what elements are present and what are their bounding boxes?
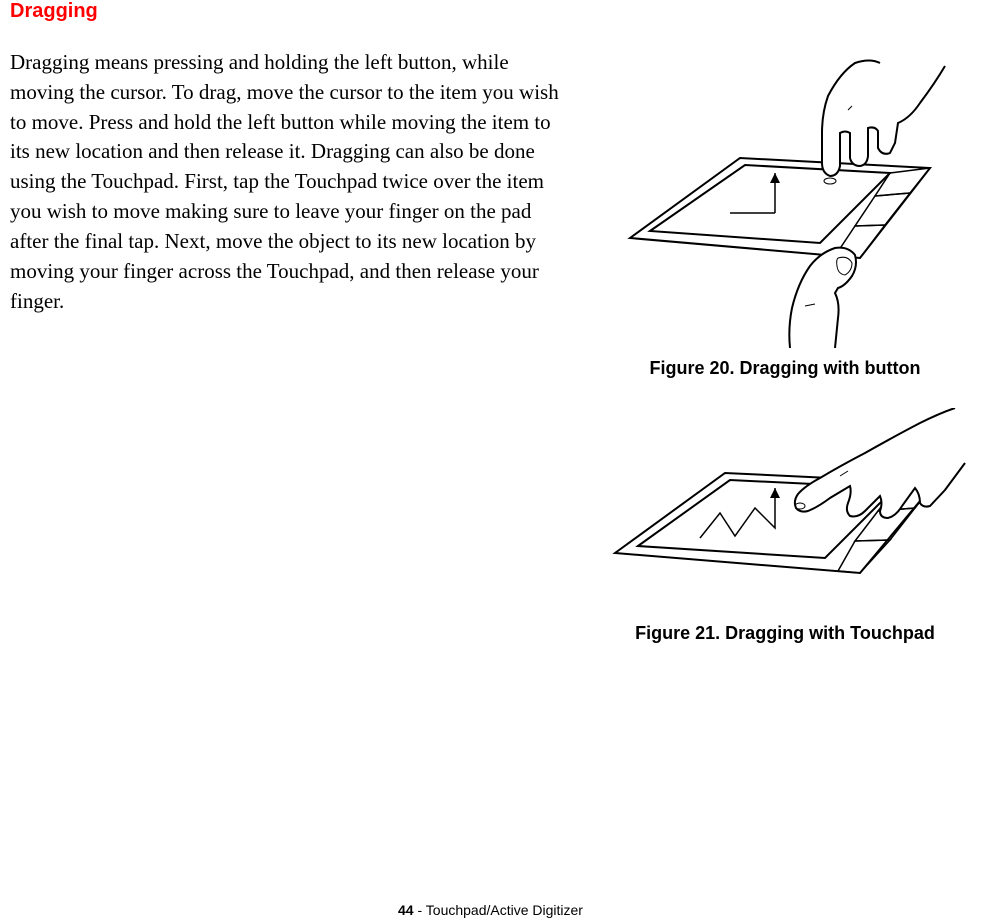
body-paragraph: Dragging means pressing and holding the … [10,48,565,316]
page-footer: 44 - Touchpad/Active Digitizer [0,902,981,918]
figure-21-illustration [600,408,970,613]
figure-21-container: Figure 21. Dragging with Touchpad [600,408,970,644]
figure-20-container: Figure 20. Dragging with button [600,48,970,379]
touchpad-drag-svg [600,408,970,613]
figure-21-caption: Figure 21. Dragging with Touchpad [600,623,970,644]
figure-20-caption: Figure 20. Dragging with button [600,358,970,379]
footer-section-name: - Touchpad/Active Digitizer [414,902,583,918]
figure-20-illustration [600,48,970,348]
touchpad-button-drag-svg [600,48,970,348]
page-number: 44 [398,902,414,918]
section-title: Dragging [10,0,98,23]
